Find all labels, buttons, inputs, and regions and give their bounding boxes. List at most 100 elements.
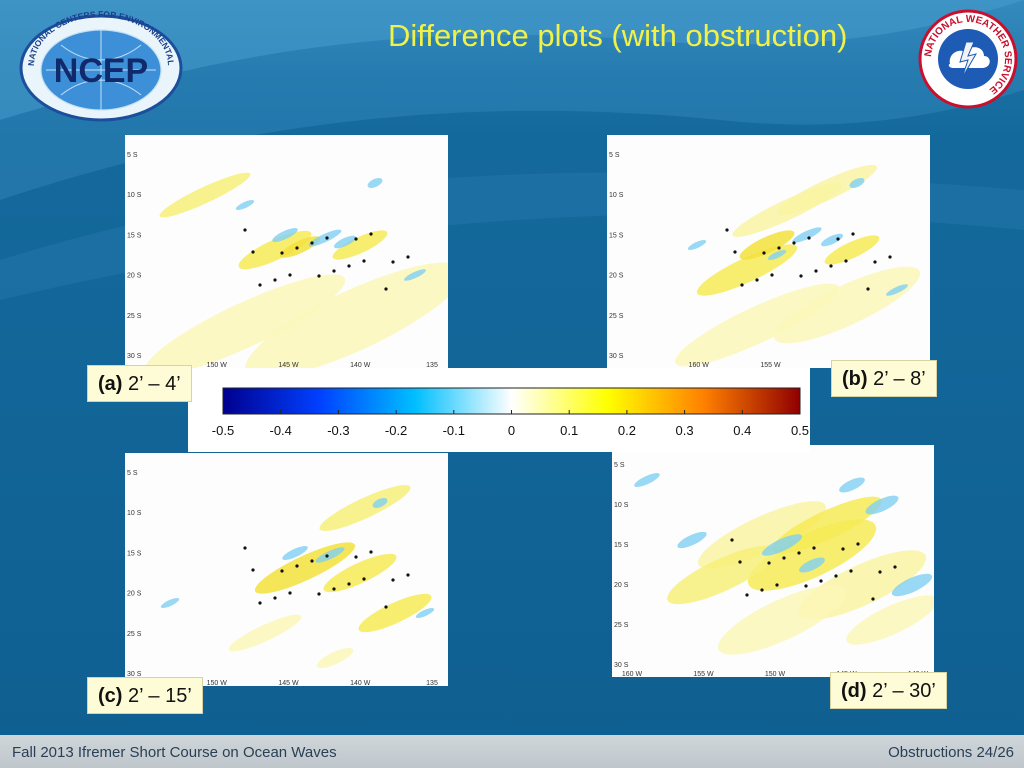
island-marker [738,560,742,564]
latitude-tick-label: 5 S [614,462,625,469]
island-marker [745,593,749,597]
island-marker [243,546,247,550]
longitude-tick-label: 155 W [693,671,714,677]
island-marker [317,274,321,278]
island-marker [782,556,786,560]
island-marker [258,601,262,605]
negative-difference-patch [886,284,908,296]
positive-difference-streak [824,235,880,265]
negative-difference-patch [634,473,660,487]
footer-bar: Fall 2013 Ifremer Short Course on Ocean … [0,735,1024,768]
positive-difference-streak [159,172,251,218]
longitude-tick-label: 150 W [765,671,786,677]
positive-difference-streak [238,230,312,270]
island-marker [251,568,255,572]
colorbar-tick-label: -0.1 [443,423,465,438]
panel-label-a: (a) 2’ – 4’ [87,365,192,402]
island-marker [755,278,759,282]
negative-difference-patch [404,269,426,281]
latitude-tick-label: 5 S [127,470,138,477]
ncep-logo-text: NCEP [54,52,148,90]
panel-label-a-range: 2’ – 4’ [128,373,181,395]
positive-difference-streak [323,553,397,593]
island-marker [797,551,801,555]
latitude-tick-label: 20 S [609,273,624,280]
island-marker [770,273,774,277]
latitude-tick-label: 15 S [609,232,624,239]
positive-difference-streak [332,230,388,260]
negative-difference-patch [865,495,899,515]
latitude-tick-label: 10 S [609,192,624,199]
island-marker [856,542,860,546]
negative-difference-patch [677,531,707,549]
latitude-tick-label: 30 S [609,353,624,360]
latitude-tick-label: 30 S [614,662,629,669]
positive-difference-streak [698,501,826,569]
negative-difference-patch [160,597,180,609]
island-marker [799,274,803,278]
longitude-tick-label: 140 W [350,362,371,368]
island-marker [836,237,840,241]
island-marker [310,241,314,245]
positive-difference-streak [316,647,354,669]
panel-label-b: (b) 2’ – 8’ [831,360,937,397]
panel-label-d-range: 2’ – 30’ [872,680,936,702]
panel-label-b-range: 2’ – 8’ [873,368,926,390]
island-marker [369,232,373,236]
negative-difference-patch [308,229,342,247]
colorbar-tick-label: 0 [508,423,515,438]
longitude-tick-label: 160 W [622,671,643,677]
latitude-tick-label: 15 S [127,550,142,557]
panel-label-c-tag: (c) [98,685,123,707]
latitude-tick-label: 5 S [127,152,138,159]
colorbar-tick-label: -0.2 [385,423,407,438]
island-marker [406,255,410,259]
latitude-tick-label: 25 S [127,313,142,320]
island-marker [730,538,734,542]
longitude-tick-label: 140 W [350,680,371,686]
latitude-tick-label: 30 S [127,671,142,678]
negative-difference-patch [820,233,844,247]
island-marker [280,251,284,255]
positive-difference-streak [717,585,847,655]
island-marker [384,605,388,609]
island-marker [829,264,833,268]
negative-difference-patch [367,178,383,188]
island-marker [288,273,292,277]
latitude-tick-label: 20 S [614,582,629,589]
island-marker [873,260,877,264]
negative-difference-patch [849,178,865,188]
positive-difference-streak [846,595,934,645]
longitude-tick-label: 135 [426,680,438,686]
longitude-tick-label: 155 W [760,362,781,368]
positive-difference-streak [245,262,448,368]
colorbar-tick-label: -0.4 [269,423,291,438]
island-marker [725,228,729,232]
island-marker [777,246,781,250]
positive-difference-streak [776,165,878,215]
island-marker [280,569,284,573]
island-marker [391,578,395,582]
ncep-logo: NATIONAL CENTERS FOR ENVIRONMENTAL PREDI… [13,2,186,122]
island-marker [888,255,892,259]
positive-difference-streak [358,593,432,633]
colorbar-tick-label: -0.5 [212,423,234,438]
colorbar-gradient [222,387,801,415]
island-marker [893,565,897,569]
island-marker [251,250,255,254]
island-marker [812,546,816,550]
colorbar-tick-label: 0.2 [618,423,636,438]
positive-difference-streak [144,274,346,368]
negative-difference-patch [767,249,787,261]
island-marker [762,251,766,255]
panel-label-c-range: 2’ – 15’ [128,685,192,707]
latitude-tick-label: 25 S [609,313,624,320]
map-panel-c: 5 S 10 S 15 S 20 S 25 S 30 S 150 W 145 W 140 W 13… [125,453,448,686]
positive-difference-streak [747,519,877,591]
island-marker [295,246,299,250]
positive-difference-streak [667,545,777,605]
